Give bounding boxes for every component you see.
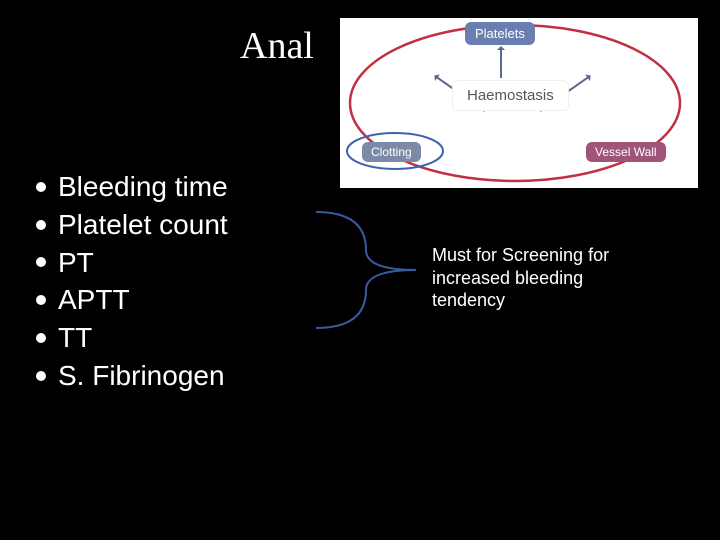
bullet-icon [36, 371, 46, 381]
node-clotting: Clotting [362, 142, 421, 162]
node-vessel-wall: Vessel Wall [586, 142, 666, 162]
bullet-list: Bleeding time Platelet count PT APTT TT … [36, 168, 228, 395]
node-platelets: Platelets [465, 22, 535, 45]
list-item-label: Bleeding time [58, 168, 228, 206]
list-item: TT [36, 319, 228, 357]
bullet-icon [36, 182, 46, 192]
note-line: tendency [432, 289, 672, 312]
node-haemostasis: Haemostasis [452, 80, 569, 111]
slide-title: Anal [240, 24, 314, 68]
list-item: APTT [36, 281, 228, 319]
arrow-haemo-platelets [500, 48, 502, 78]
list-item-label: S. Fibrinogen [58, 357, 225, 395]
list-item-label: Platelet count [58, 206, 228, 244]
list-item: Bleeding time [36, 168, 228, 206]
screening-note: Must for Screening for increased bleedin… [432, 244, 672, 312]
bullet-icon [36, 295, 46, 305]
list-item-label: PT [58, 244, 94, 282]
list-item: S. Fibrinogen [36, 357, 228, 395]
bullet-icon [36, 220, 46, 230]
note-line: increased bleeding [432, 267, 672, 290]
list-item: PT [36, 244, 228, 282]
bullet-icon [36, 333, 46, 343]
haemostasis-diagram: Platelets Haemostasis Clotting Vessel Wa… [340, 18, 698, 188]
list-item: Platelet count [36, 206, 228, 244]
note-line: Must for Screening for [432, 244, 672, 267]
list-item-label: APTT [58, 281, 130, 319]
grouping-bracket [306, 200, 426, 340]
bracket-path [316, 212, 416, 328]
list-item-label: TT [58, 319, 92, 357]
bullet-icon [36, 257, 46, 267]
